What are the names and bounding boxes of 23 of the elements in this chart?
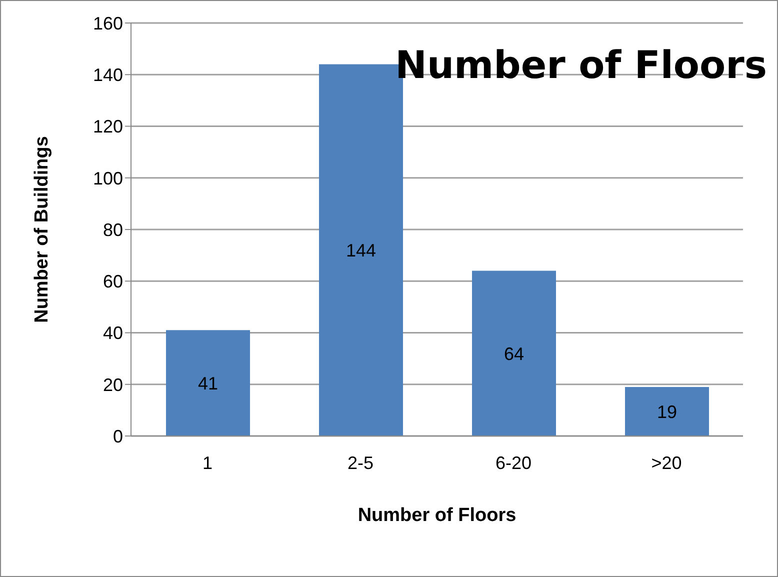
x-tick-label: >20 [651, 452, 682, 473]
data-label: 41 [198, 373, 218, 394]
y-tick-label: 20 [102, 374, 123, 395]
y-tick-label: 60 [102, 272, 123, 292]
text: Number of Floors [395, 43, 767, 87]
y-tick-label: 100 [92, 168, 123, 188]
y-tick-label: 160 [92, 13, 123, 34]
y-tick-label: 0 [112, 426, 123, 446]
bar [166, 330, 250, 436]
bar [472, 270, 556, 436]
x-tick-label: 2-5 [347, 452, 374, 473]
y-tick-label: 80 [102, 220, 123, 240]
y-tick-label: 120 [92, 116, 123, 137]
data-label: 64 [504, 344, 524, 364]
data-label: 19 [656, 402, 678, 422]
bar [625, 386, 709, 436]
data-label: 144 [346, 240, 376, 261]
x-tick-label: 1 [202, 452, 213, 473]
y-tick-label: 40 [102, 323, 123, 344]
x-axis-title: Number of Floors [358, 505, 516, 526]
y-axis-title: Number of Buildings [32, 136, 53, 323]
y-tick-label: 140 [92, 65, 123, 86]
x-tick-label: 6-20 [495, 452, 532, 473]
